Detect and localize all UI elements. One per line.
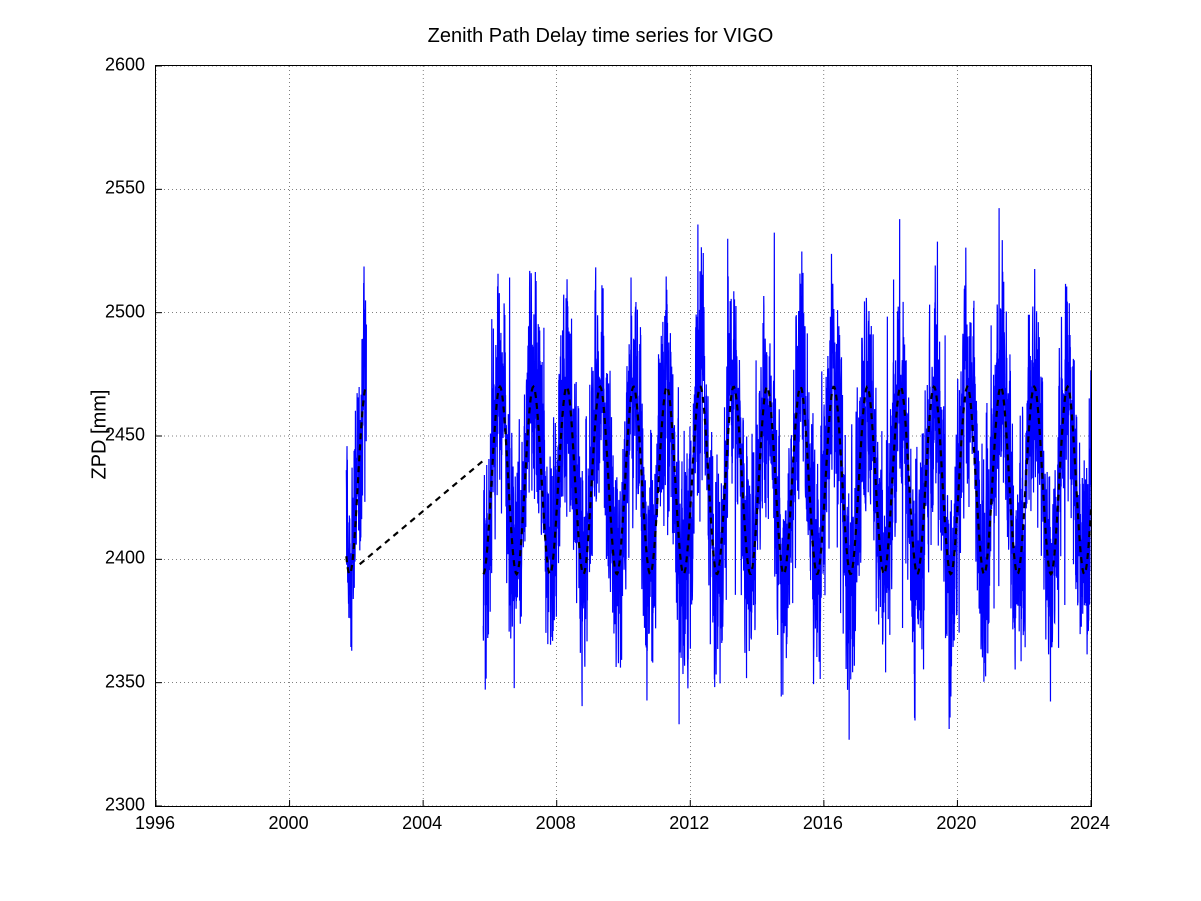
y-tick-label: 2300 — [90, 795, 145, 816]
y-tick-label: 2500 — [90, 301, 145, 322]
fit-connector — [360, 461, 484, 565]
x-tick-label: 2020 — [936, 813, 976, 834]
x-tick-label: 2024 — [1070, 813, 1110, 834]
plot-area — [155, 65, 1092, 807]
data-series-1 — [483, 208, 1091, 740]
y-tick-label: 2600 — [90, 55, 145, 76]
x-tick-label: 2012 — [669, 813, 709, 834]
y-tick-label: 2550 — [90, 178, 145, 199]
y-tick-label: 2400 — [90, 548, 145, 569]
y-tick-label: 2350 — [90, 671, 145, 692]
plot-svg — [156, 66, 1091, 806]
chart-title: Zenith Path Delay time series for VIGO — [0, 25, 1201, 48]
x-tick-label: 2000 — [269, 813, 309, 834]
x-tick-label: 2016 — [803, 813, 843, 834]
data-series-0 — [346, 266, 366, 650]
y-tick-label: 2450 — [90, 425, 145, 446]
chart-container: Zenith Path Delay time series for VIGO Z… — [0, 0, 1201, 901]
x-tick-label: 2004 — [402, 813, 442, 834]
x-tick-label: 1996 — [135, 813, 175, 834]
x-tick-label: 2008 — [536, 813, 576, 834]
